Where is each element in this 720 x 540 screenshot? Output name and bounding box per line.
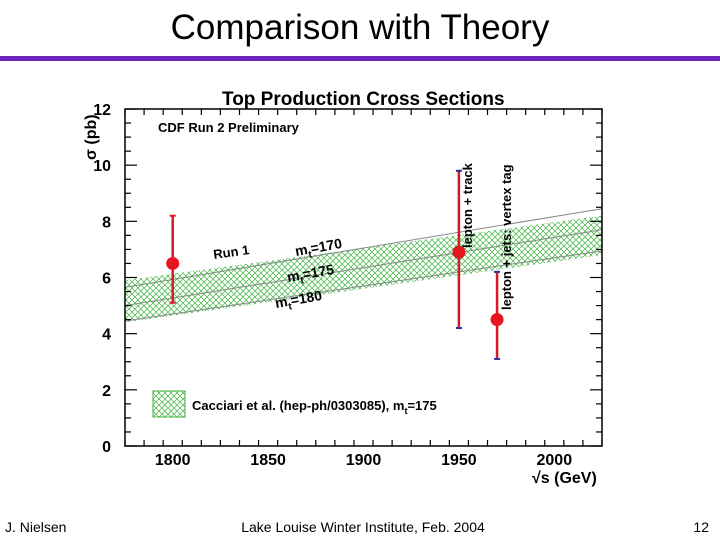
title-divider <box>0 56 720 61</box>
legend-swatch <box>152 390 186 418</box>
x-tick-label: 2000 <box>537 452 573 469</box>
y-tick-label: 2 <box>102 383 111 400</box>
y-tick-label: 0 <box>102 439 111 456</box>
data-point-1 <box>166 256 180 270</box>
y-tick-label: 4 <box>102 327 111 344</box>
curve-label-mt170: mt=170 <box>294 235 344 263</box>
theory-band <box>125 215 602 323</box>
y-tick-label: 12 <box>93 102 111 119</box>
theory-curve-1 <box>124 208 603 288</box>
y-tick-label: 6 <box>102 271 111 288</box>
theory-curve-3 <box>124 250 603 322</box>
point-label-lepton-jets: lepton + jets: vertex tag <box>499 164 514 310</box>
legend-text: Cacciari et al. (hep-ph/0303085), mt=175 <box>192 398 437 416</box>
data-point-3 <box>490 313 504 327</box>
footer-conference: Lake Louise Winter Institute, Feb. 2004 <box>241 519 485 535</box>
y-tick-label: 8 <box>102 214 111 231</box>
chart-title: Top Production Cross Sections <box>222 89 505 110</box>
point-label-run1: Run 1 <box>212 242 250 262</box>
y-axis-label: σ (pb) <box>83 114 100 160</box>
curve-label-mt175: mt=175 <box>286 261 336 289</box>
x-tick-label: 1850 <box>250 452 286 469</box>
x-tick-label: 1900 <box>346 452 382 469</box>
slide-title: Comparison with Theory <box>170 8 550 47</box>
x-tick-label: 1800 <box>155 452 191 469</box>
data-point-2 <box>452 245 466 259</box>
point-label-lepton-track: lepton + track <box>460 162 475 248</box>
x-axis-label: √s (GeV) <box>532 470 597 487</box>
curve-label-mt180: mt=180 <box>274 287 324 315</box>
y-tick-label: 10 <box>93 158 111 175</box>
chart-subtitle: CDF Run 2 Preliminary <box>158 120 300 135</box>
theory-curve-2 <box>124 229 603 307</box>
x-tick-label: 1950 <box>441 452 477 469</box>
footer-page-number: 12 <box>693 519 709 535</box>
footer-author: J. Nielsen <box>5 519 67 535</box>
